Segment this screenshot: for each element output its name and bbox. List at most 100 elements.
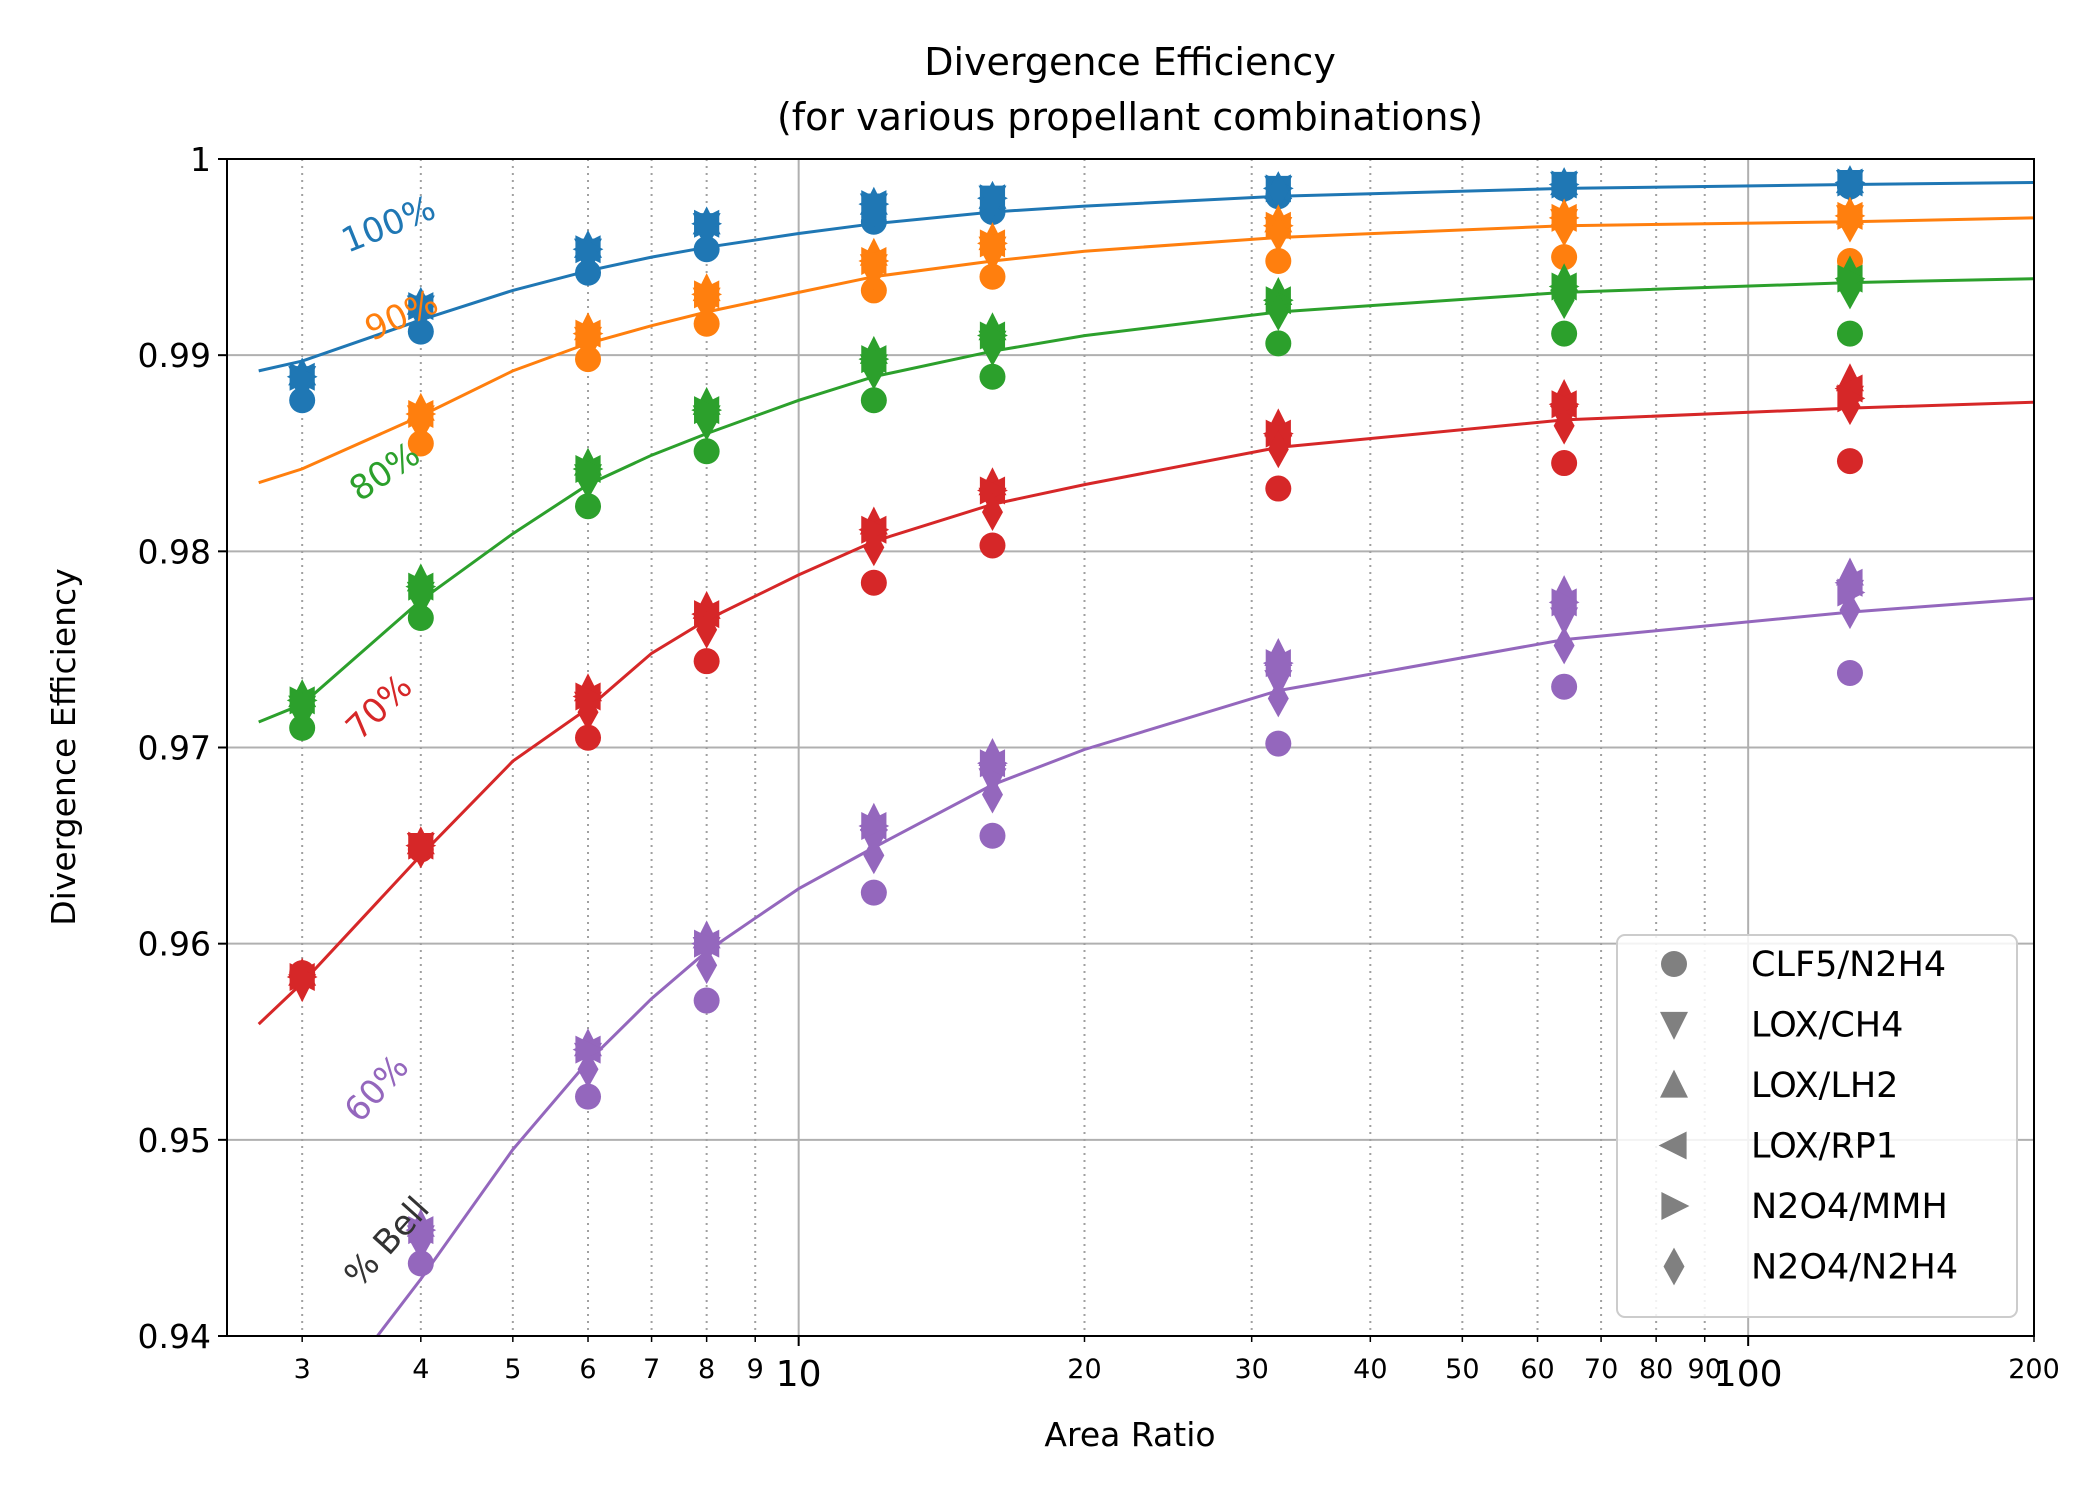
x-tick-label: 10 bbox=[776, 1354, 822, 1395]
marker-n2o4-n2h4 bbox=[1839, 387, 1861, 426]
marker-clf5-n2h4 bbox=[1265, 330, 1292, 357]
marker-n2o4-n2h4 bbox=[291, 962, 313, 1000]
x-minor-tick-label: 3 bbox=[294, 1354, 311, 1385]
marker-n2o4-mmh bbox=[979, 476, 1008, 505]
y-axis-label: Divergence Efficiency bbox=[44, 568, 83, 925]
marker-n2o4-n2h4 bbox=[1553, 626, 1575, 665]
curve-90pct bbox=[258, 216, 2034, 485]
marker-clf5-n2h4 bbox=[1265, 248, 1292, 275]
marker-clf5-n2h4 bbox=[1836, 659, 1863, 686]
marker-clf5-n2h4 bbox=[860, 569, 887, 596]
marker-clf5-n2h4 bbox=[1836, 320, 1863, 347]
x-minor-tick-label: 70 bbox=[1584, 1354, 1618, 1385]
chart-subtitle: (for various propellant combinations) bbox=[777, 95, 1483, 139]
chart-title: Divergence Efficiency bbox=[924, 40, 1336, 84]
legend-marker-lox-lh2 bbox=[1660, 1069, 1688, 1098]
marker-n2o4-n2h4 bbox=[577, 324, 599, 363]
marker-n2o4-n2h4 bbox=[863, 351, 885, 390]
x-minor-tick-label: 8 bbox=[698, 1354, 715, 1385]
marker-n2o4-mmh bbox=[861, 811, 890, 840]
marker-n2o4-n2h4 bbox=[1839, 165, 1861, 204]
marker-clf5-n2h4 bbox=[693, 438, 720, 465]
marker-n2o4-n2h4 bbox=[696, 402, 718, 441]
x-minor-tick-label: 40 bbox=[1353, 1354, 1387, 1385]
marker-clf5-n2h4 bbox=[979, 822, 1006, 849]
marker-clf5-n2h4 bbox=[575, 493, 602, 520]
marker-n2o4-n2h4 bbox=[696, 210, 718, 249]
legend-marker-n2o4-n2h4 bbox=[1663, 1247, 1685, 1286]
marker-clf5-n2h4 bbox=[575, 724, 602, 751]
y-tick-label: 0.98 bbox=[138, 532, 211, 571]
curve-70pct bbox=[257, 400, 2034, 1026]
marker-n2o4-n2h4 bbox=[1553, 167, 1575, 206]
marker-clf5-n2h4 bbox=[979, 363, 1006, 390]
legend-label: LOX/CH4 bbox=[1751, 1006, 1903, 1046]
marker-n2o4-n2h4 bbox=[410, 830, 432, 869]
y-tick-label: 0.97 bbox=[138, 729, 211, 768]
marker-n2o4-n2h4 bbox=[1839, 204, 1861, 243]
x-minor-tick-label: 60 bbox=[1520, 1354, 1554, 1385]
y-tick-label: 0.95 bbox=[138, 1121, 211, 1160]
x-minor-tick-label: 7 bbox=[643, 1354, 660, 1385]
marker-n2o4-n2h4 bbox=[410, 1222, 432, 1261]
x-minor-tick-label: 20 bbox=[1067, 1354, 1101, 1385]
marker-n2o4-n2h4 bbox=[981, 181, 1003, 220]
marker-clf5-n2h4 bbox=[1265, 730, 1292, 757]
marker-n2o4-mmh bbox=[575, 1035, 604, 1064]
marker-n2o4-n2h4 bbox=[291, 693, 313, 732]
marker-n2o4-n2h4 bbox=[1267, 293, 1289, 331]
marker-clf5-n2h4 bbox=[1551, 673, 1578, 700]
x-minor-tick-label: 6 bbox=[579, 1354, 596, 1385]
x-minor-tick-label: 5 bbox=[504, 1354, 521, 1385]
marker-n2o4-mmh bbox=[1551, 390, 1580, 419]
legend-marker-lox-rp1 bbox=[1658, 1131, 1687, 1160]
marker-n2o4-mmh bbox=[1837, 578, 1866, 607]
marker-clf5-n2h4 bbox=[1836, 448, 1863, 475]
x-axis-label: Area Ratio bbox=[1044, 1415, 1215, 1454]
marker-n2o4-n2h4 bbox=[1839, 591, 1861, 630]
marker-clf5-n2h4 bbox=[693, 987, 720, 1014]
marker-clf5-n2h4 bbox=[979, 263, 1006, 290]
x-minor-tick-label: 4 bbox=[412, 1354, 429, 1385]
y-tick-label: 0.94 bbox=[138, 1317, 211, 1356]
marker-n2o4-n2h4 bbox=[981, 234, 1003, 273]
marker-clf5-n2h4 bbox=[693, 648, 720, 675]
curve-60pct bbox=[376, 596, 2034, 1336]
legend-label: LOX/RP1 bbox=[1751, 1127, 1898, 1167]
marker-n2o4-n2h4 bbox=[410, 579, 432, 618]
marker-n2o4-n2h4 bbox=[1839, 271, 1861, 310]
marker-clf5-n2h4 bbox=[407, 318, 434, 345]
data-markers bbox=[286, 165, 1866, 1277]
marker-n2o4-n2h4 bbox=[577, 236, 599, 275]
legend-marker-n2o4-mmh bbox=[1661, 1192, 1690, 1220]
x-minor-tick-label: 50 bbox=[1445, 1354, 1479, 1385]
marker-clf5-n2h4 bbox=[1551, 450, 1578, 477]
legend-label: N2O4/N2H4 bbox=[1751, 1248, 1958, 1288]
legend-label: CLF5/N2H4 bbox=[1751, 945, 1946, 985]
marker-n2o4-mmh bbox=[1265, 649, 1294, 678]
marker-n2o4-n2h4 bbox=[410, 293, 432, 331]
marker-n2o4-n2h4 bbox=[1553, 281, 1575, 320]
marker-lox-ch4 bbox=[1550, 607, 1579, 636]
marker-n2o4-n2h4 bbox=[863, 189, 885, 227]
marker-n2o4-n2h4 bbox=[863, 528, 885, 567]
marker-n2o4-n2h4 bbox=[981, 493, 1003, 531]
marker-n2o4-n2h4 bbox=[1553, 208, 1575, 247]
x-minor-tick-label: 200 bbox=[2008, 1354, 2060, 1385]
marker-n2o4-n2h4 bbox=[863, 251, 885, 290]
y-tick-label: 1 bbox=[190, 140, 211, 179]
marker-n2o4-n2h4 bbox=[1267, 214, 1289, 253]
marker-n2o4-n2h4 bbox=[1267, 430, 1289, 469]
y-tick-label: 0.96 bbox=[138, 925, 211, 964]
marker-n2o4-n2h4 bbox=[696, 285, 718, 324]
marker-n2o4-n2h4 bbox=[696, 946, 718, 985]
legend-label: N2O4/MMH bbox=[1751, 1187, 1948, 1227]
marker-n2o4-n2h4 bbox=[577, 1050, 599, 1089]
x-tick-label: 100 bbox=[1714, 1354, 1783, 1395]
marker-n2o4-n2h4 bbox=[1267, 171, 1289, 210]
legend-label: LOX/LH2 bbox=[1751, 1066, 1898, 1106]
marker-n2o4-n2h4 bbox=[577, 461, 599, 500]
legend-marker-clf5-n2h4 bbox=[1661, 951, 1687, 977]
marker-n2o4-n2h4 bbox=[863, 836, 885, 875]
